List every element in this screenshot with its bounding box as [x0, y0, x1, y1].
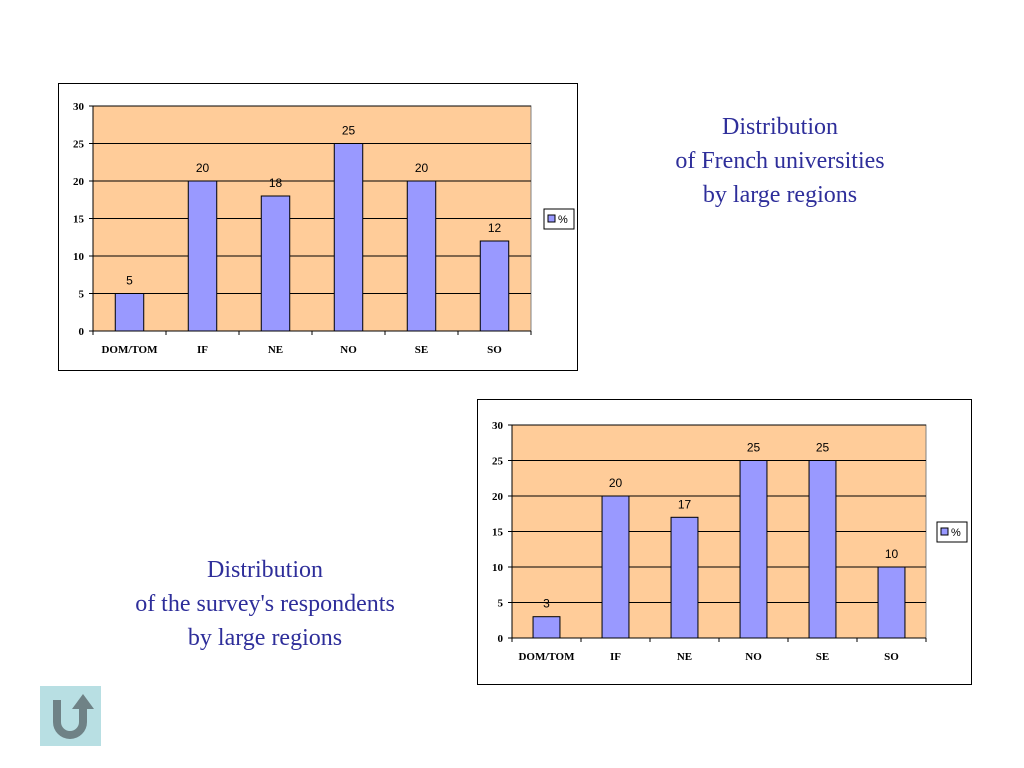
data-label: 25: [342, 124, 356, 138]
y-tick-label: 20: [73, 176, 85, 188]
chart-survey-respondents: 0 5 10 15 20 25 30 3 DOM/TOM 20 IF 17 NE 25 NO 25 SE 10 SO…: [477, 399, 972, 685]
data-label: 10: [885, 547, 899, 561]
bar: [333, 143, 364, 332]
y-tick-label: 30: [492, 420, 504, 432]
data-label: 20: [415, 161, 429, 175]
bar: [532, 616, 561, 639]
caption-line: Distribution: [206, 557, 323, 583]
x-tick-label: NE: [677, 651, 692, 663]
y-tick-label: 5: [79, 289, 85, 301]
data-label: 12: [488, 221, 502, 235]
caption-line: by large regions: [702, 182, 858, 208]
chart-caption-universities: Distribution of French universities by l…: [630, 110, 930, 212]
bar: [260, 195, 291, 332]
chart-svg: 0 5 10 15 20 25 30 5 DOM/TOM 20 IF 18 NE 25 NO 20 SE 12 SO…: [73, 101, 575, 356]
legend: %: [936, 521, 968, 543]
y-tick-label: 20: [492, 491, 504, 503]
caption-line: by large regions: [187, 625, 343, 651]
bar: [670, 516, 699, 639]
x-tick-label: SE: [415, 344, 428, 356]
y-tick-label: 30: [73, 101, 85, 113]
y-tick-label: 10: [73, 251, 85, 263]
caption-line: of the survey's respondents: [135, 591, 395, 617]
chart-caption-respondents: Distribution of the survey's respondents…: [90, 553, 440, 655]
bar: [601, 495, 630, 639]
legend-box: [936, 521, 968, 543]
y-tick-label: 15: [492, 527, 504, 539]
legend-label: %: [951, 527, 961, 539]
x-tick-label: SE: [816, 651, 829, 663]
data-label: 20: [609, 476, 623, 490]
legend-swatch: [940, 527, 949, 536]
y-tick-label: 25: [73, 139, 85, 151]
x-tick-label: IF: [610, 651, 621, 663]
data-label: 25: [816, 441, 830, 455]
y-tick-label: 0: [79, 326, 85, 338]
y-tick-label: 10: [492, 562, 504, 574]
data-label: 5: [126, 274, 133, 288]
legend-swatch: [547, 214, 556, 223]
x-tick-label: SO: [487, 344, 502, 356]
bar: [479, 240, 510, 332]
x-tick-label: NO: [745, 651, 762, 663]
legend-box: [543, 208, 575, 230]
y-tick-label: 15: [73, 214, 85, 226]
bar: [187, 180, 218, 332]
x-tick-label: SO: [884, 651, 899, 663]
bar: [739, 460, 768, 639]
y-tick-label: 0: [498, 633, 504, 645]
x-tick-label: DOM/TOM: [101, 344, 158, 356]
bar: [877, 566, 906, 639]
x-tick-label: NO: [340, 344, 357, 356]
legend: %: [543, 208, 575, 230]
bar: [808, 460, 837, 639]
data-label: 18: [269, 176, 283, 190]
bar: [114, 293, 145, 332]
data-label: 20: [196, 161, 210, 175]
x-tick-label: NE: [268, 344, 283, 356]
u-turn-return-icon: [53, 694, 94, 739]
x-tick-label: DOM/TOM: [518, 651, 575, 663]
caption-line: Distribution: [721, 114, 838, 140]
legend-label: %: [558, 214, 568, 226]
data-label: 25: [747, 441, 761, 455]
back-button[interactable]: [40, 686, 101, 746]
chart-french-universities: 0 5 10 15 20 25 30 5 DOM/TOM 20 IF 18 NE 25 NO 20 SE 12 SO…: [58, 83, 578, 371]
y-tick-label: 5: [498, 598, 504, 610]
caption-line: of French universities: [675, 148, 885, 174]
data-label: 3: [543, 597, 550, 611]
x-tick-label: IF: [197, 344, 208, 356]
bar: [406, 180, 437, 332]
chart-svg: 0 5 10 15 20 25 30 3 DOM/TOM 20 IF 17 NE 25 NO 25 SE 10 SO…: [492, 420, 968, 663]
y-tick-label: 25: [492, 456, 504, 468]
data-label: 17: [678, 497, 692, 511]
